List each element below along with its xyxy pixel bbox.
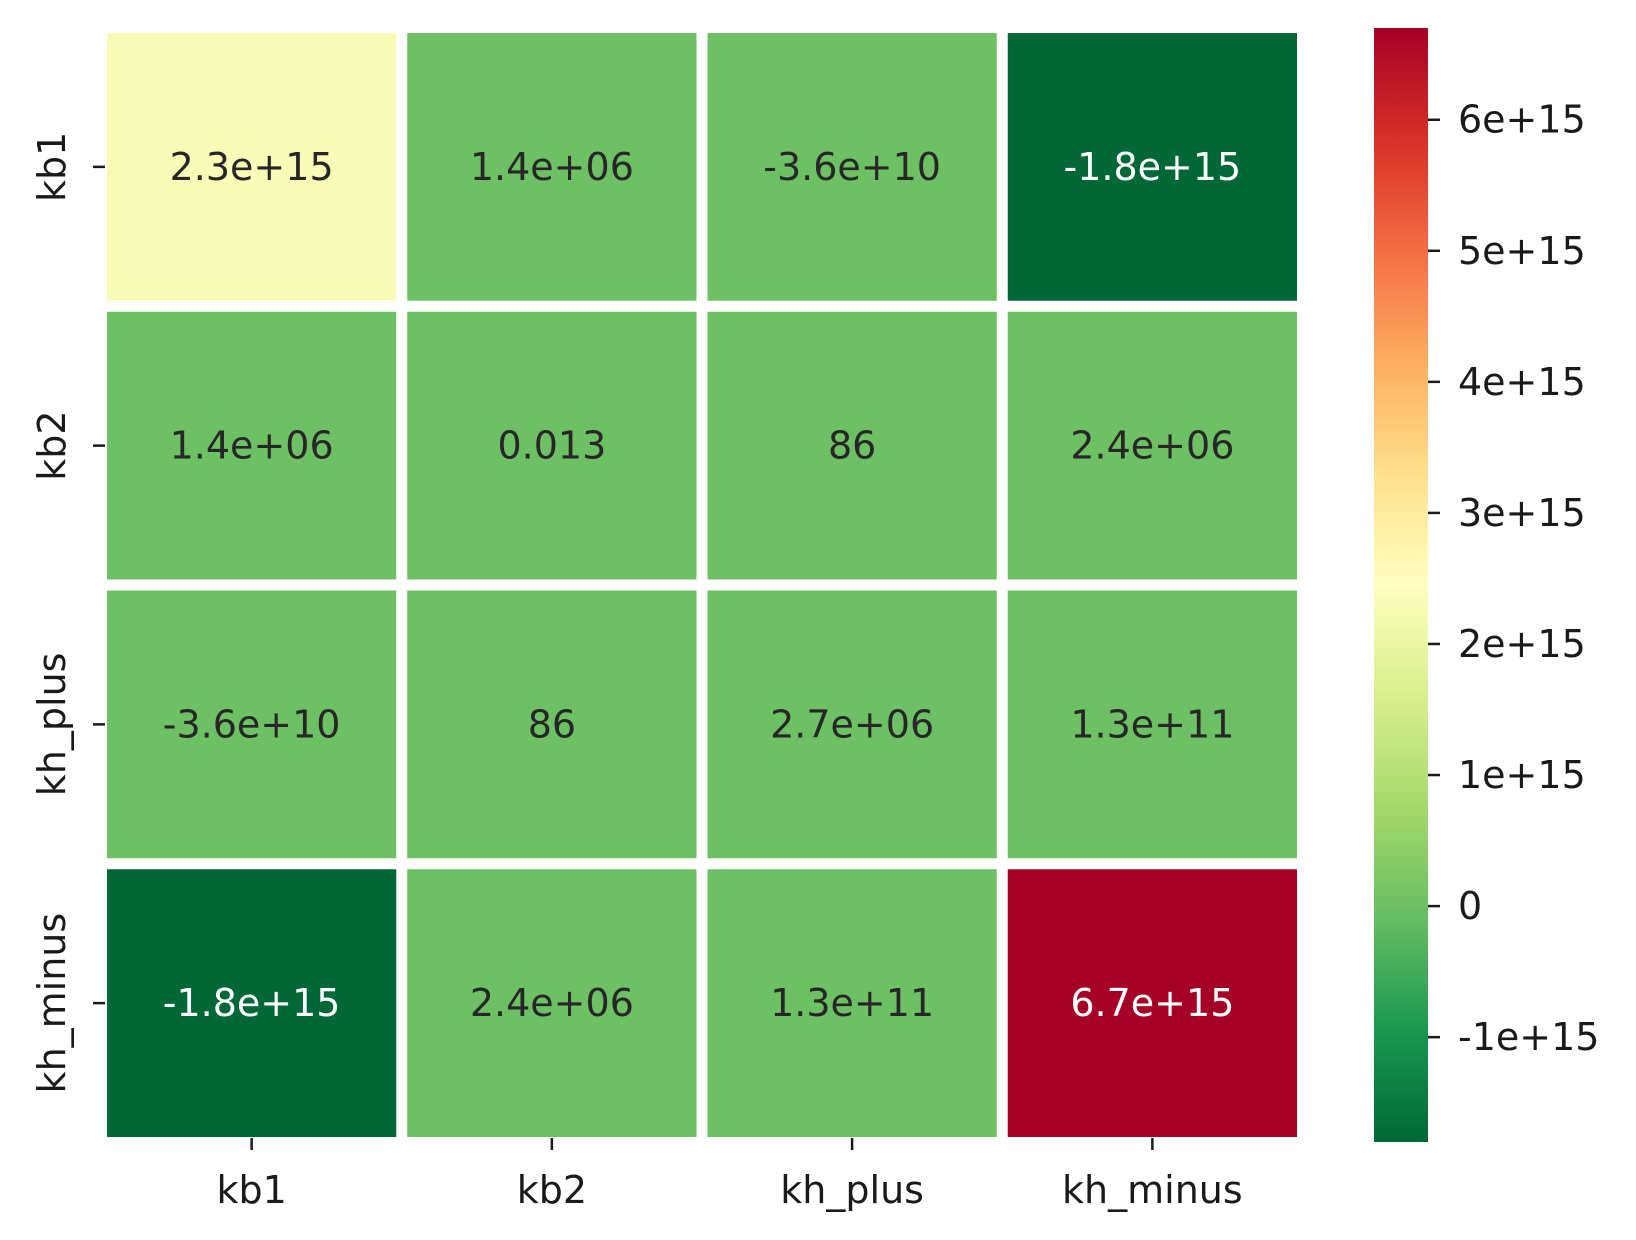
heatmap-cell-kh_minus-kh_plus — [707, 869, 997, 1137]
heatmap-cell-kb1-kh_plus — [707, 33, 997, 301]
x-tick-label-kb1: kb1 — [216, 1168, 286, 1212]
heatmap-cell-kb1-kb1 — [107, 33, 397, 301]
cell-value-label: -1.8e+15 — [163, 981, 341, 1025]
colorbar-tick-label: 4e+15 — [1458, 360, 1586, 404]
heatmap-cell-kb2-kb1 — [107, 311, 397, 580]
heatmap-cell-kh_plus-kb1 — [107, 590, 397, 859]
heatmap-cell-kb1-kb2 — [407, 33, 697, 301]
x-tick-label-kb2: kb2 — [517, 1168, 587, 1212]
x-axis: kb1 kb2 kh_plus kh_minus — [216, 1138, 1243, 1212]
x-tick-label-kh_minus: kh_minus — [1062, 1168, 1243, 1212]
heatmap-cell-kh_minus-kb1 — [107, 869, 397, 1137]
heatmap-cell-kh_plus-kb2 — [407, 590, 697, 859]
cell-value-label: 0.013 — [497, 424, 606, 468]
heatmap-cell-kh_plus-kh_plus — [707, 590, 997, 859]
colorbar-tick-label: -1e+15 — [1458, 1015, 1599, 1059]
colorbar-tick-label: 1e+15 — [1458, 753, 1586, 797]
cell-value-label: 86 — [828, 424, 876, 468]
cell-value-label: 1.4e+06 — [170, 424, 334, 468]
cell-value-label: 2.4e+06 — [1070, 424, 1234, 468]
cell-value-label: 2.3e+15 — [170, 145, 334, 189]
colorbar-tick-label: 2e+15 — [1458, 622, 1586, 666]
heatmap-cell-kb2-kh_minus — [1007, 311, 1297, 580]
cell-value-label: 2.4e+06 — [470, 981, 634, 1025]
cell-value-label: 1.3e+11 — [1070, 702, 1234, 746]
colorbar-tick-label: 6e+15 — [1458, 98, 1586, 142]
cell-value-label: 1.3e+11 — [770, 981, 934, 1025]
colorbar-tick-label: 5e+15 — [1458, 229, 1586, 273]
cell-value-label: -1.8e+15 — [1064, 145, 1242, 189]
cell-value-label: 2.7e+06 — [770, 702, 934, 746]
heatmap-cell-kb2-kb2 — [407, 311, 697, 580]
y-tick-label-kh_minus: kh_minus — [30, 913, 74, 1094]
x-tick-label-kh_plus: kh_plus — [780, 1168, 924, 1212]
colorbar-gradient — [1374, 28, 1428, 1142]
heatmap-cell-kh_minus-kb2 — [407, 869, 697, 1137]
colorbar: -1e+15 0 1e+15 2e+15 3e+15 4e+15 5e+15 6e+15 — [1374, 28, 1599, 1142]
colorbar-tick-label: 3e+15 — [1458, 491, 1586, 535]
heatmap-cell-kb2-kh_plus — [707, 311, 997, 580]
y-axis: kb1 kb2 kh_plus kh_minus — [30, 132, 105, 1094]
y-tick-label-kh_plus: kh_plus — [30, 653, 74, 797]
cell-value-label: 1.4e+06 — [470, 145, 634, 189]
heatmap-cell-kh_plus-kh_minus — [1007, 590, 1297, 859]
cell-value-label: 6.7e+15 — [1070, 981, 1234, 1025]
heatmap-cell-kb1-kh_minus — [1007, 33, 1297, 301]
cell-value-label: -3.6e+10 — [163, 702, 341, 746]
y-tick-label-kb1: kb1 — [30, 132, 74, 202]
y-tick-label-kb2: kb2 — [30, 410, 74, 480]
heatmap-cell-kh_minus-kh_minus — [1007, 869, 1297, 1137]
cell-value-label: -3.6e+10 — [763, 145, 941, 189]
colorbar-tick-label: 0 — [1458, 884, 1482, 928]
cell-value-label: 86 — [528, 702, 576, 746]
heatmap-cells: 2.3e+15 1.4e+06 -3.6e+10 -1.8e+15 1.4e+06 0.0… — [107, 33, 1297, 1137]
